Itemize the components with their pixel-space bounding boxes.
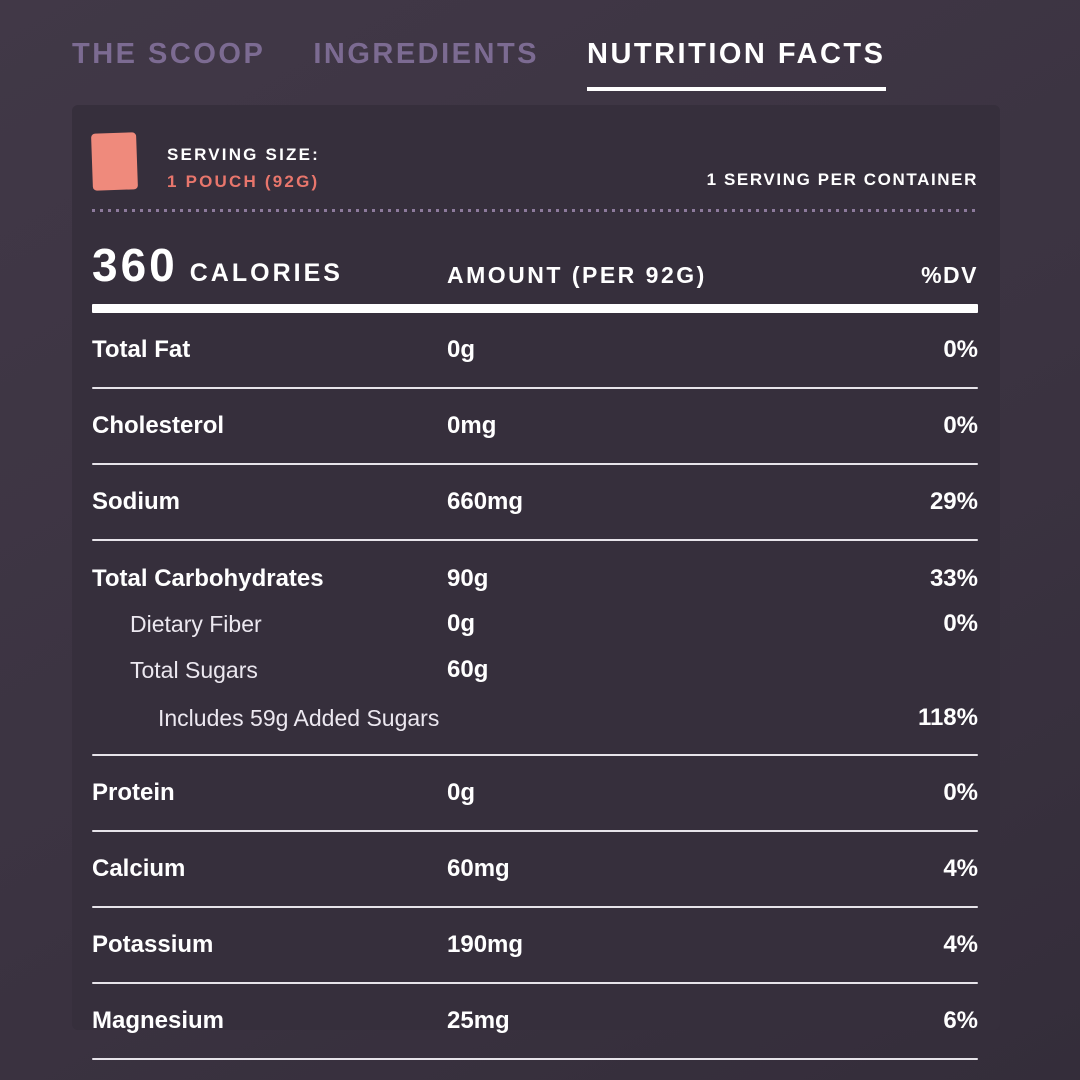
row-dv: 0% xyxy=(943,412,978,439)
row-label: Calcium xyxy=(92,855,186,882)
table-row-potassium: Potassium 190mg 4% xyxy=(92,908,978,982)
amount-column-header: AMOUNT (PER 92G) xyxy=(447,262,707,288)
row-dv: 0% xyxy=(943,336,978,363)
table-row-dietary-fiber: Dietary Fiber 0g 0% xyxy=(92,601,978,647)
row-dv: 0% xyxy=(943,779,978,806)
serving-size-group: SERVING SIZE: 1 POUCH (92G) xyxy=(91,132,320,192)
row-amount: 60mg xyxy=(447,855,510,882)
row-label: Total Sugars xyxy=(130,656,258,683)
tab-ingredients[interactable]: INGREDIENTS xyxy=(313,38,539,70)
table-row-calcium: Calcium 60mg 4% xyxy=(92,832,978,906)
table-row-total-carbohydrates: Total Carbohydrates 90g 33% xyxy=(92,541,978,601)
serving-info-row: SERVING SIZE: 1 POUCH (92G) 1 SERVING PE… xyxy=(91,105,978,208)
row-label: Potassium xyxy=(92,931,214,958)
row-label: Includes 59g Added Sugars xyxy=(158,704,440,731)
dv-column-header: %DV xyxy=(921,262,978,288)
row-dv: 118% xyxy=(917,704,978,731)
table-row-total-sugars: Total Sugars 60g xyxy=(92,647,978,693)
row-amount: 660mg xyxy=(447,488,524,515)
nutrition-facts-panel: SERVING SIZE: 1 POUCH (92G) 1 SERVING PE… xyxy=(72,105,1000,1060)
row-dv: 4% xyxy=(943,931,978,958)
calories-header-row: 360 CALORIES AMOUNT (PER 92G) %DV xyxy=(92,212,978,292)
dotted-divider xyxy=(92,208,978,212)
row-amount: 60g xyxy=(447,656,489,683)
row-divider xyxy=(92,754,978,756)
row-amount: 0g xyxy=(447,779,476,806)
table-row-sodium: Sodium 660mg 29% xyxy=(92,465,978,539)
table-row-protein: Protein 0g 0% xyxy=(92,756,978,830)
row-amount: 0g xyxy=(447,336,476,363)
row-label: Total Fat xyxy=(92,336,191,363)
row-dv: 4% xyxy=(943,855,978,882)
row-dv: 29% xyxy=(929,488,978,515)
pouch-icon xyxy=(91,132,138,191)
row-amount: 90g xyxy=(447,565,489,592)
row-label: Dietary Fiber xyxy=(130,610,262,637)
serving-size-value: 1 POUCH (92G) xyxy=(167,172,320,191)
row-amount: 25mg xyxy=(447,1007,510,1034)
calories-group: 360 CALORIES xyxy=(92,238,447,292)
table-row-magnesium: Magnesium 25mg 6% xyxy=(92,984,978,1058)
row-divider xyxy=(92,830,978,832)
row-label: Magnesium xyxy=(92,1007,225,1034)
row-divider xyxy=(92,539,978,541)
row-amount: 0mg xyxy=(447,412,497,439)
row-label: Protein xyxy=(92,779,175,806)
row-divider xyxy=(92,982,978,984)
row-dv: 33% xyxy=(929,565,978,592)
table-row-total-fat: Total Fat 0g 0% xyxy=(92,313,978,387)
tab-the-scoop[interactable]: THE SCOOP xyxy=(72,38,266,70)
serving-size-label: SERVING SIZE: xyxy=(167,145,320,164)
row-divider xyxy=(92,463,978,465)
row-amount: 0g xyxy=(447,610,476,637)
row-divider xyxy=(92,387,978,389)
table-row-cholesterol: Cholesterol 0mg 0% xyxy=(92,389,978,463)
row-label: Total Carbohydrates xyxy=(92,565,324,592)
row-amount: 190mg xyxy=(447,931,524,958)
tab-nutrition-facts[interactable]: NUTRITION FACTS xyxy=(587,38,886,91)
row-divider xyxy=(92,1058,978,1060)
serving-size-text: SERVING SIZE: 1 POUCH (92G) xyxy=(167,145,320,192)
header-bar xyxy=(92,304,978,313)
servings-per-container: 1 SERVING PER CONTAINER xyxy=(706,170,978,189)
table-row-added-sugars: Includes 59g Added Sugars 118% xyxy=(92,693,978,754)
calories-value: 360 xyxy=(92,239,178,291)
calories-label: CALORIES xyxy=(189,259,343,287)
row-divider xyxy=(92,906,978,908)
row-label: Cholesterol xyxy=(92,412,225,439)
tab-bar: THE SCOOP INGREDIENTS NUTRITION FACTS xyxy=(0,0,1000,91)
row-label: Sodium xyxy=(92,488,180,515)
row-dv: 0% xyxy=(943,610,978,637)
row-dv: 6% xyxy=(943,1007,978,1034)
